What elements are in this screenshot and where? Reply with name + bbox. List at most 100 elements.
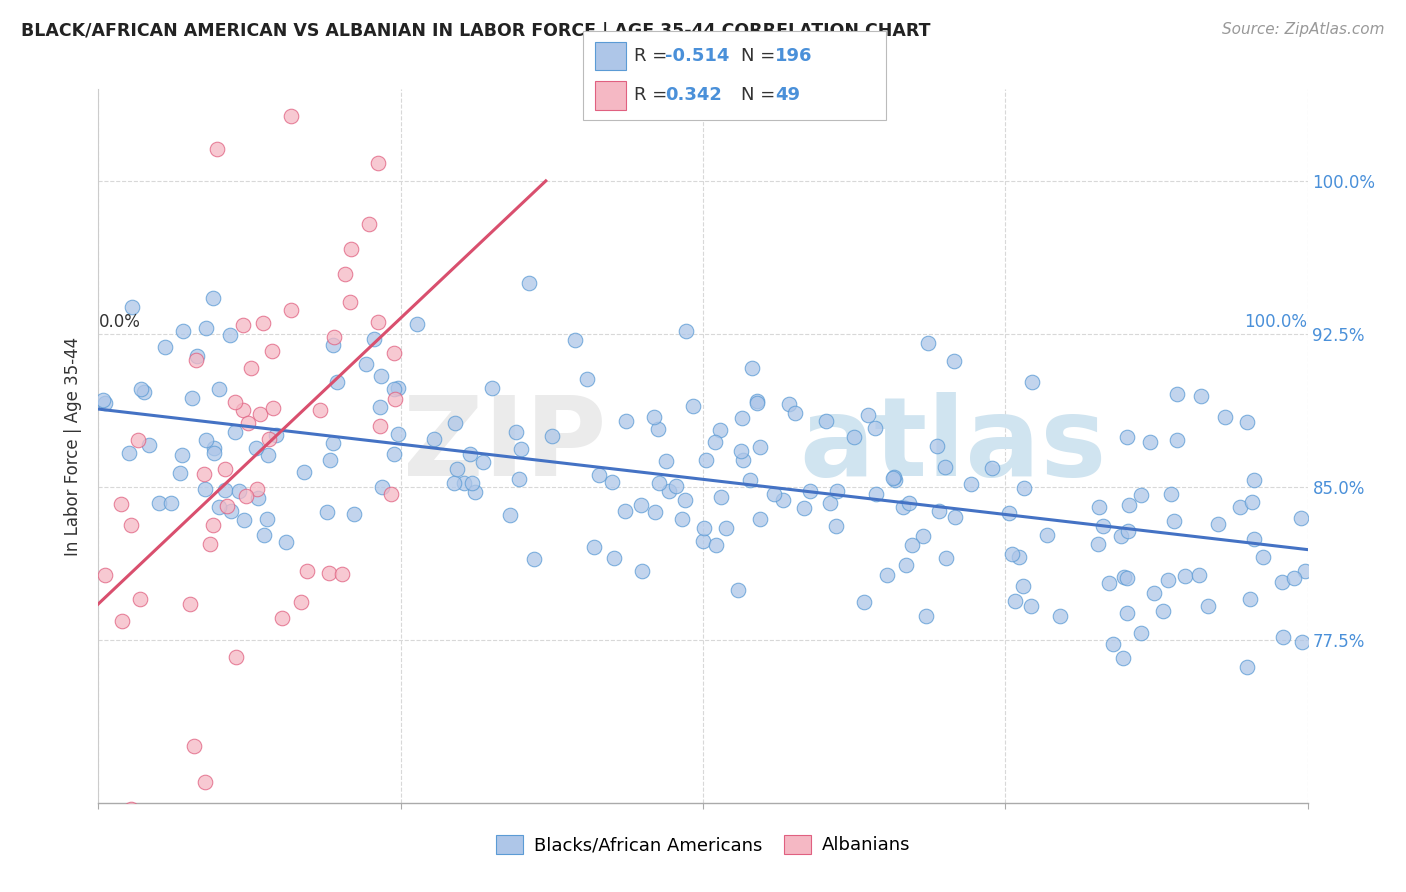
Point — [894, 558, 917, 572]
Point — [915, 608, 938, 623]
Point — [934, 459, 956, 474]
Point — [614, 504, 637, 518]
Point — [1115, 607, 1137, 621]
Text: atlas: atlas — [800, 392, 1107, 500]
Point — [202, 446, 225, 460]
Point — [704, 538, 727, 552]
Point — [460, 476, 482, 491]
Point — [406, 317, 429, 331]
Point — [1160, 487, 1182, 501]
Point — [1243, 533, 1265, 547]
Point — [1294, 564, 1316, 578]
Text: R =: R = — [634, 47, 673, 65]
Point — [856, 408, 879, 422]
Point — [120, 802, 142, 816]
Point — [215, 499, 238, 513]
Point — [1139, 435, 1161, 450]
Point — [249, 407, 271, 421]
Point — [357, 217, 380, 231]
Point — [340, 243, 363, 257]
Point — [1166, 387, 1188, 401]
Point — [205, 142, 228, 156]
Point — [1008, 550, 1031, 565]
Point — [818, 496, 841, 510]
Point — [865, 486, 887, 500]
Text: BLACK/AFRICAN AMERICAN VS ALBANIAN IN LABOR FORCE | AGE 35-44 CORRELATION CHART: BLACK/AFRICAN AMERICAN VS ALBANIAN IN LA… — [21, 22, 931, 40]
Point — [665, 479, 688, 493]
Text: ZIP: ZIP — [404, 392, 606, 500]
Point — [155, 341, 177, 355]
Point — [129, 592, 152, 607]
Point — [1241, 495, 1264, 509]
Point — [682, 399, 704, 413]
Point — [121, 300, 143, 314]
Point — [239, 360, 262, 375]
Point — [290, 595, 312, 609]
Point — [214, 462, 236, 476]
Point — [339, 295, 361, 310]
Point — [247, 491, 270, 505]
Point — [643, 410, 665, 425]
Point — [630, 498, 652, 512]
Point — [505, 425, 527, 439]
Point — [202, 441, 225, 455]
Point — [1116, 430, 1139, 444]
Point — [1049, 608, 1071, 623]
Point — [891, 500, 914, 515]
Point — [541, 429, 564, 443]
Point — [1236, 415, 1258, 429]
Point — [614, 414, 637, 428]
Point — [330, 566, 353, 581]
Point — [252, 316, 274, 330]
Point — [471, 455, 494, 469]
Point — [827, 483, 849, 498]
Point — [998, 507, 1021, 521]
Point — [232, 403, 254, 417]
Point — [219, 328, 242, 343]
Point — [748, 440, 770, 454]
Point — [1116, 524, 1139, 538]
Text: R =: R = — [634, 87, 673, 104]
Point — [382, 346, 405, 360]
Point — [517, 277, 540, 291]
Point — [710, 490, 733, 504]
Point — [183, 739, 205, 753]
Point — [747, 393, 769, 408]
Point — [111, 615, 134, 629]
Point — [464, 484, 486, 499]
Point — [256, 512, 278, 526]
Point — [262, 401, 284, 415]
Point — [602, 475, 624, 489]
Point — [1174, 568, 1197, 582]
Point — [129, 382, 152, 396]
Point — [323, 330, 346, 344]
Point — [927, 439, 949, 453]
Text: 0.0%: 0.0% — [98, 312, 141, 331]
Point — [319, 453, 342, 467]
Point — [1282, 571, 1305, 585]
Point — [1251, 550, 1274, 565]
Point — [901, 537, 924, 551]
Point — [252, 527, 274, 541]
Point — [853, 595, 876, 609]
Point — [127, 433, 149, 447]
Text: Source: ZipAtlas.com: Source: ZipAtlas.com — [1222, 22, 1385, 37]
Point — [453, 475, 475, 490]
Point — [935, 551, 957, 566]
Point — [198, 536, 221, 550]
Point — [583, 540, 606, 554]
Point — [138, 438, 160, 452]
Point — [382, 447, 405, 461]
Point — [180, 391, 202, 405]
Point — [1157, 574, 1180, 588]
Point — [1291, 634, 1313, 648]
Point — [367, 156, 389, 170]
Point — [745, 396, 768, 410]
Point — [235, 489, 257, 503]
Text: 100.0%: 100.0% — [1244, 312, 1308, 331]
Point — [315, 505, 337, 519]
Point — [917, 336, 939, 351]
Point — [778, 397, 800, 411]
Point — [671, 512, 693, 526]
Point — [673, 492, 696, 507]
